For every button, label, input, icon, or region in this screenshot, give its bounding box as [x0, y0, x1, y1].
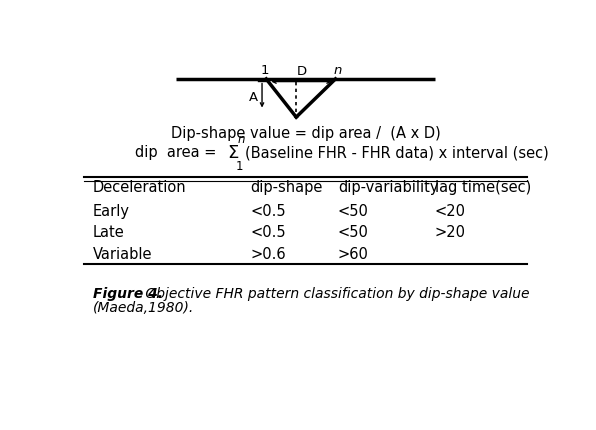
Text: lag time(sec): lag time(sec)	[434, 180, 531, 195]
Text: D: D	[297, 65, 307, 78]
Text: Early: Early	[93, 203, 130, 218]
Text: >20: >20	[434, 224, 466, 240]
Text: Deceleration: Deceleration	[93, 180, 187, 195]
Text: <0.5: <0.5	[250, 203, 285, 218]
Text: dip  area =: dip area =	[135, 145, 221, 160]
Text: 1: 1	[235, 160, 243, 173]
Text: n: n	[334, 64, 342, 77]
Text: Figure 4.: Figure 4.	[93, 287, 163, 301]
Text: <50: <50	[338, 203, 369, 218]
Text: <50: <50	[338, 224, 369, 240]
Text: Variable: Variable	[93, 247, 153, 262]
Text: >60: >60	[338, 247, 369, 262]
Text: <0.5: <0.5	[250, 224, 285, 240]
Text: Dip-shape value = dip area /  (A x D): Dip-shape value = dip area / (A x D)	[170, 125, 440, 140]
Text: dip-shape: dip-shape	[250, 180, 322, 195]
Text: (Baseline FHR - FHR data) x interval (sec): (Baseline FHR - FHR data) x interval (se…	[246, 145, 549, 160]
Text: Objective FHR pattern classification by dip-shape value: Objective FHR pattern classification by …	[141, 287, 530, 301]
Text: 1: 1	[261, 64, 269, 77]
Text: n: n	[237, 132, 244, 145]
Text: >0.6: >0.6	[250, 247, 285, 262]
Text: A: A	[249, 91, 258, 104]
Text: (Maeda,1980).: (Maeda,1980).	[93, 301, 194, 315]
Text: Late: Late	[93, 224, 125, 240]
Text: Σ: Σ	[227, 144, 238, 162]
Text: <20: <20	[434, 203, 466, 218]
Text: dip-variability: dip-variability	[338, 180, 438, 195]
